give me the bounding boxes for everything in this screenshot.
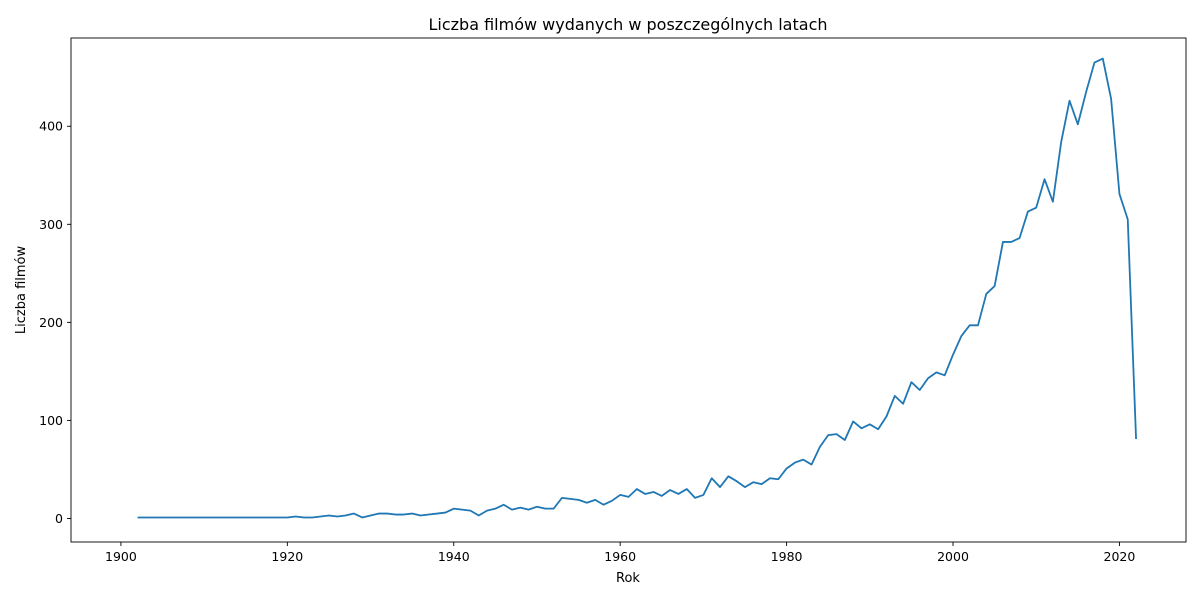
x-axis-label: Rok: [616, 571, 640, 586]
y-tick-label: 0: [55, 511, 63, 526]
series-line-0: [137, 57, 1137, 519]
x-tick-label: 1920: [271, 549, 303, 564]
x-tick-label: 1940: [438, 549, 470, 564]
plot-frame: [70, 37, 1187, 543]
x-axis: 1900 1920 1940 1960 1980 2000 2020: [105, 542, 1135, 564]
x-tick-label: 1900: [105, 549, 137, 564]
y-axis: 0 100 200 300 400: [39, 119, 71, 526]
y-tick-label: 200: [39, 315, 63, 330]
y-tick-label: 300: [39, 217, 63, 232]
x-tick-label: 2020: [1104, 549, 1136, 564]
chart-title: Liczba filmów wydanych w poszczególnych …: [429, 15, 828, 34]
y-tick-label: 400: [39, 119, 63, 134]
plot-area: [70, 37, 1187, 543]
x-tick-label: 1960: [604, 549, 636, 564]
y-axis-label: Liczba filmów: [14, 246, 29, 335]
x-tick-label: 1980: [771, 549, 803, 564]
y-tick-label: 100: [39, 413, 63, 428]
x-tick-label: 2000: [937, 549, 969, 564]
